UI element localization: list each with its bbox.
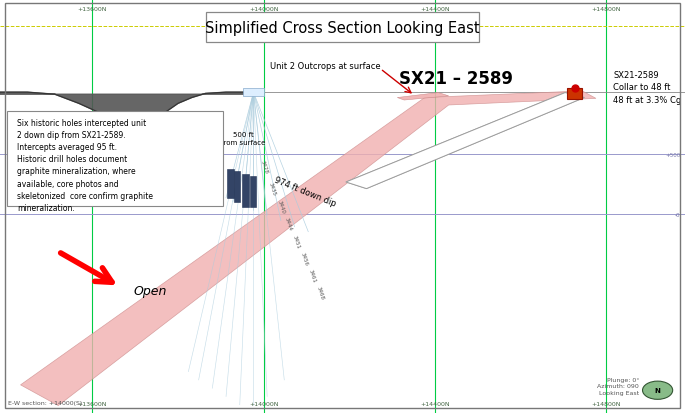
Text: SX21-2589
Collar to 48 ft
48 ft at 3.3% Cg: SX21-2589 Collar to 48 ft 48 ft at 3.3% … <box>613 71 682 104</box>
Bar <box>242 174 249 207</box>
Text: +14400N: +14400N <box>420 7 450 12</box>
Polygon shape <box>346 93 584 189</box>
Text: 3428: 3428 <box>259 160 269 175</box>
Text: 3440: 3440 <box>276 199 286 214</box>
Polygon shape <box>346 93 584 189</box>
Text: 3461: 3461 <box>308 268 317 282</box>
Text: +500: +500 <box>665 152 680 157</box>
Polygon shape <box>397 93 449 101</box>
Text: +13600N: +13600N <box>77 401 108 406</box>
Bar <box>234 171 240 202</box>
Text: +13600N: +13600N <box>77 7 108 12</box>
Bar <box>227 169 234 198</box>
Polygon shape <box>21 92 596 406</box>
Bar <box>567 88 582 100</box>
Polygon shape <box>0 93 260 124</box>
Text: 500 ft
from surface: 500 ft from surface <box>221 132 265 146</box>
Text: N: N <box>655 387 660 393</box>
Bar <box>250 177 256 208</box>
Bar <box>243 89 264 97</box>
Text: E-W section: +14000(S): E-W section: +14000(S) <box>8 400 82 405</box>
Text: +14000N: +14000N <box>249 7 279 12</box>
Text: 3444: 3444 <box>283 216 292 231</box>
Text: 3468: 3468 <box>316 285 325 300</box>
Text: 974 ft down dip: 974 ft down dip <box>273 176 337 209</box>
Circle shape <box>643 381 673 399</box>
FancyBboxPatch shape <box>7 112 223 206</box>
Text: Plunge: 0°
Azimuth: 090
Looking East: Plunge: 0° Azimuth: 090 Looking East <box>597 377 639 395</box>
Text: +14800N: +14800N <box>591 401 621 406</box>
Text: -0: -0 <box>675 212 680 217</box>
Text: 3451: 3451 <box>291 234 301 249</box>
Text: Six historic holes intercepted unit
2 down dip from SX21-2589.
Intercepts averag: Six historic holes intercepted unit 2 do… <box>17 119 153 212</box>
Text: +14400N: +14400N <box>420 401 450 406</box>
Text: Open: Open <box>134 285 167 298</box>
FancyBboxPatch shape <box>206 13 480 43</box>
Text: Unit 2 Outcrops at surface: Unit 2 Outcrops at surface <box>270 62 381 71</box>
Text: Simplified Cross Section Looking East: Simplified Cross Section Looking East <box>206 21 480 36</box>
Text: +14800N: +14800N <box>591 7 621 12</box>
Text: 3435: 3435 <box>268 181 277 196</box>
Text: +14000N: +14000N <box>249 401 279 406</box>
Text: SX21 – 2589: SX21 – 2589 <box>399 69 512 88</box>
Text: 3456: 3456 <box>299 251 309 266</box>
